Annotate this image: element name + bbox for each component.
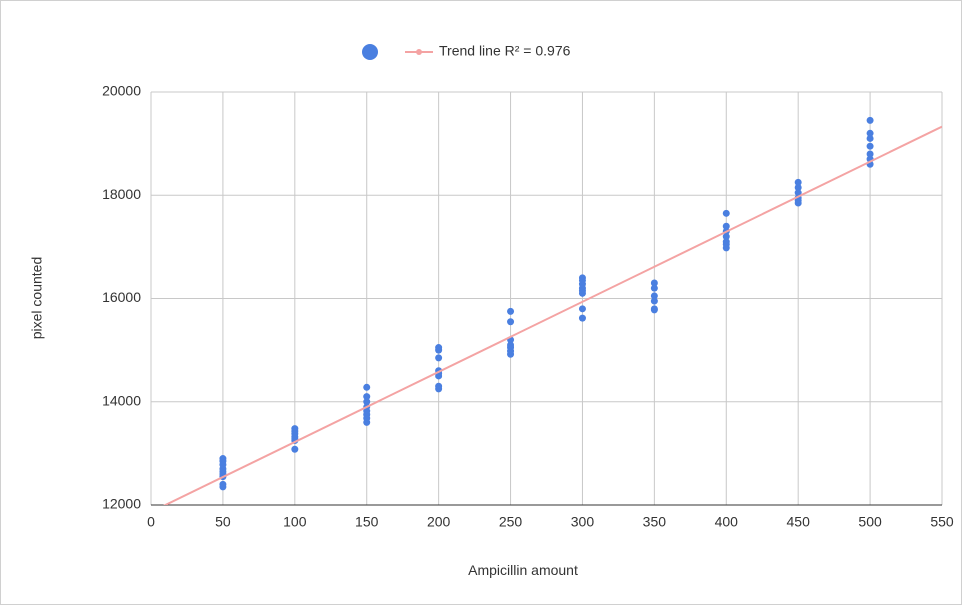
x-tick-label: 250 — [499, 514, 523, 530]
point — [579, 305, 586, 312]
x-tick-label: 550 — [930, 514, 954, 530]
y-tick-label: 12000 — [102, 496, 141, 512]
point — [363, 384, 370, 391]
legend-label: Trend line R² = 0.976 — [439, 43, 571, 59]
legend-marker — [416, 49, 422, 55]
point — [435, 385, 442, 392]
point — [651, 285, 658, 292]
chart-frame — [1, 1, 962, 605]
y-tick-label: 16000 — [102, 289, 141, 305]
x-tick-label: 500 — [858, 514, 882, 530]
point — [651, 306, 658, 313]
point — [507, 351, 514, 358]
point — [579, 290, 586, 297]
point — [219, 483, 226, 490]
point — [795, 199, 802, 206]
point — [291, 446, 298, 453]
chart: Ampicillin amount pixel counted 12000 140… — [0, 0, 962, 605]
x-tick-label: 350 — [643, 514, 667, 530]
x-tick-label: 300 — [571, 514, 595, 530]
point — [651, 298, 658, 305]
x-tick-label: 450 — [787, 514, 811, 530]
point — [363, 419, 370, 426]
point — [867, 143, 874, 150]
y-axis-label: pixel counted — [29, 257, 45, 340]
point — [435, 347, 442, 354]
x-tick-label: 150 — [355, 514, 379, 530]
point — [435, 354, 442, 361]
point — [507, 318, 514, 325]
x-tick-label: 0 — [147, 514, 155, 530]
point — [867, 135, 874, 142]
point — [507, 308, 514, 315]
x-axis-label: Ampicillin amount — [468, 562, 578, 578]
x-tick-label: 50 — [215, 514, 231, 530]
x-tick-label: 100 — [283, 514, 307, 530]
y-tick-label: 14000 — [102, 392, 141, 408]
y-tick-label: 18000 — [102, 186, 141, 202]
x-tick-label: 200 — [427, 514, 451, 530]
legend-marker — [362, 44, 378, 60]
point — [723, 244, 730, 251]
y-tick-label: 20000 — [102, 83, 141, 99]
point — [723, 210, 730, 217]
x-tick-label: 400 — [715, 514, 739, 530]
point — [867, 117, 874, 124]
point — [579, 315, 586, 322]
